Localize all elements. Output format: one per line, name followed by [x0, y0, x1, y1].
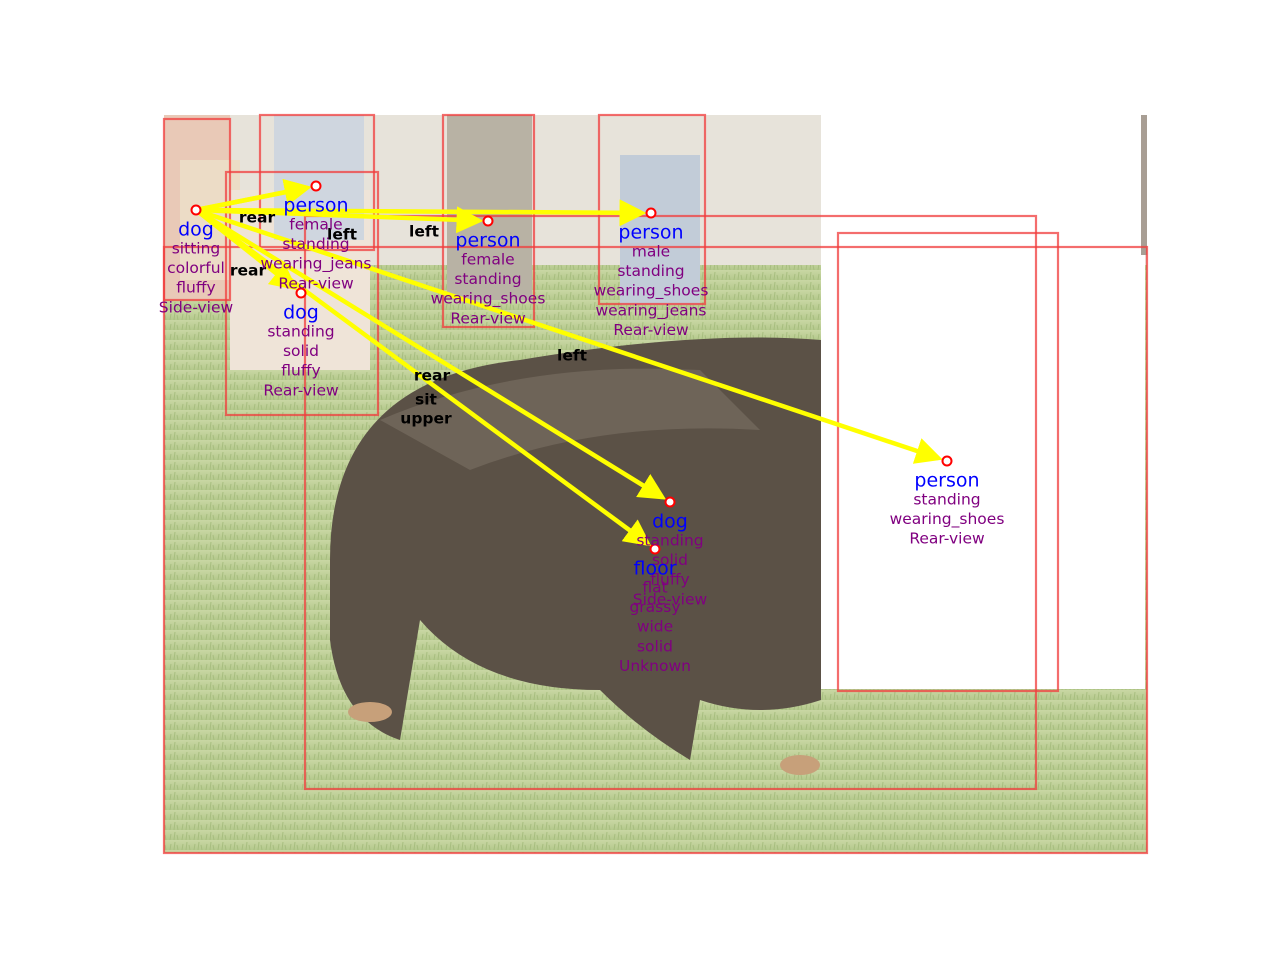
node-markers: [190, 180, 953, 555]
node-attribute: solid: [283, 342, 319, 360]
node-attribute: flat: [642, 579, 667, 597]
node-name: person: [283, 195, 348, 217]
relation-arrow-left: [195, 178, 312, 213]
background-photo: [164, 115, 1147, 853]
node-attribute: solid: [637, 637, 673, 655]
relation-label: sit: [415, 391, 438, 409]
node-marker-person: [482, 215, 494, 227]
relation-label: left: [557, 347, 588, 365]
node-attribute: wearing_shoes: [431, 290, 546, 309]
node-marker-person: [941, 455, 953, 467]
node-attribute: standing: [913, 491, 980, 509]
node-attribute: Rear-view: [278, 274, 354, 292]
node-name: person: [455, 230, 520, 252]
node-attribute: standing: [617, 262, 684, 280]
relation-label: rear: [239, 209, 276, 227]
node-attribute: wide: [637, 618, 673, 636]
node-attribute: female: [289, 216, 342, 234]
node-attribute: wearing_jeans: [260, 255, 371, 274]
node-attribute: wearing_shoes: [890, 510, 1005, 529]
node-attribute: colorful: [167, 259, 225, 277]
node-attribute: standing: [267, 323, 334, 341]
relation-label: upper: [400, 410, 452, 428]
node-attribute: standing: [636, 532, 703, 550]
relation-arrows: [194, 178, 943, 547]
node-marker-dog: [295, 287, 307, 299]
bbox-floor: [162, 245, 1149, 855]
node-attribute: fluffy: [176, 279, 215, 297]
node-attribute: male: [632, 243, 670, 261]
node-attribute: sitting: [172, 240, 221, 258]
node-attribute: Rear-view: [909, 530, 985, 548]
node-attribute: fluffy: [650, 571, 689, 589]
node-attribute: wearing_jeans: [595, 301, 706, 320]
relation-arrow-rear: [194, 208, 667, 500]
bbox-person: [836, 231, 1060, 693]
node-labels: dogsittingcolorfulfluffySide-viewpersonf…: [159, 195, 1005, 675]
node-attribute: solid: [652, 551, 688, 569]
node-attribute: Unknown: [619, 657, 691, 675]
node-name: dog: [178, 219, 214, 241]
bbox-dog: [303, 214, 1038, 791]
node-attribute: Rear-view: [450, 309, 526, 327]
node-attribute: Side-view: [159, 298, 234, 316]
node-marker-person: [310, 180, 322, 192]
node-attribute: Rear-view: [263, 381, 339, 399]
node-name: person: [618, 222, 683, 244]
node-name: person: [914, 470, 979, 492]
relation-label: left: [409, 223, 440, 241]
node-attribute: fluffy: [281, 362, 320, 380]
node-attribute: Rear-view: [613, 321, 689, 339]
bbox-person: [597, 113, 707, 306]
relation-arrow-upper: [194, 208, 652, 547]
relation-label: left: [327, 226, 358, 244]
node-attribute: standing: [282, 235, 349, 253]
node-attribute: standing: [454, 270, 521, 288]
relation-label: rear: [230, 262, 267, 280]
node-marker-dog: [190, 204, 202, 216]
bbox-dog: [224, 170, 380, 417]
relation-label: rear: [414, 367, 451, 385]
relation-arrow-left: [195, 199, 647, 227]
node-name: dog: [283, 302, 319, 324]
node-attribute: wearing_shoes: [594, 282, 709, 301]
node-marker-person: [645, 207, 657, 219]
node-marker-floor: [649, 543, 661, 555]
relation-arrow-sit: [195, 207, 943, 464]
node-attribute: grassy: [629, 598, 680, 616]
node-marker-dog: [664, 496, 676, 508]
node-name: floor: [633, 558, 676, 580]
node-attribute: female: [461, 251, 514, 269]
node-attribute: Side-view: [633, 590, 708, 608]
node-name: dog: [652, 511, 688, 533]
bounding-boxes: [162, 113, 1149, 855]
